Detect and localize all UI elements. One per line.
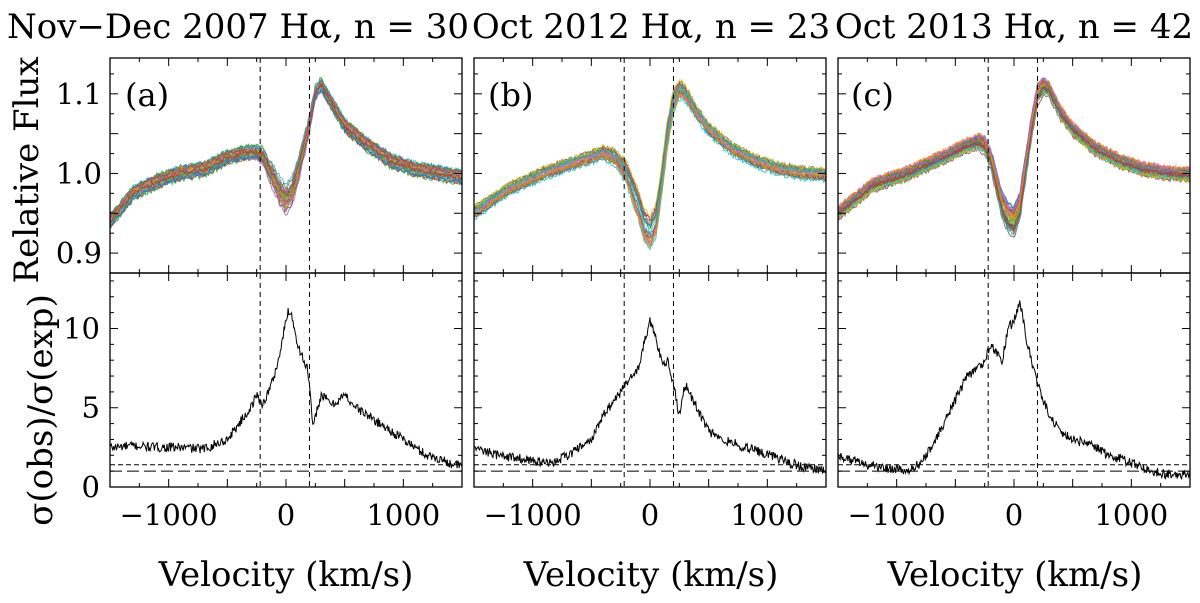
- spectrum-line: [473, 78, 827, 219]
- spectrum-line: [837, 87, 1191, 229]
- x-tick-label: 1000: [1094, 498, 1168, 532]
- x-tick-label: 0: [277, 498, 295, 532]
- panel-b: Oct 2012 Hα, n = 23 (b): [472, 7, 830, 114]
- panel-a: Nov−Dec 2007 Hα, n = 30 (a): [7, 7, 469, 114]
- panel-c: Oct 2013 Hα, n = 42 (c): [835, 7, 1193, 114]
- x-tick-label: 1000: [366, 498, 440, 532]
- x-tick-label: 0: [641, 498, 659, 532]
- spectrum-line: [473, 92, 827, 249]
- spectrum-line: [837, 84, 1191, 231]
- x-axis-label-a: Velocity (km/s): [158, 555, 414, 595]
- spectrum-line: [837, 89, 1191, 226]
- sigma-ratio-line: [109, 308, 463, 469]
- x-tick-label: −1000: [484, 498, 582, 532]
- x-tick-label: 1000: [730, 498, 804, 532]
- panel-b-label: (b): [488, 76, 533, 114]
- bottom-axes-frame: [837, 272, 1191, 488]
- panel-c-plot: −1000 0 1000: [837, 57, 1191, 532]
- y-tick-label: 1.0: [56, 156, 102, 190]
- x-tick-label: −1000: [120, 498, 218, 532]
- x-tick-label: −1000: [848, 498, 946, 532]
- spectrum-line: [109, 88, 463, 227]
- y-tick-label: 0.9: [56, 236, 102, 270]
- y-tick-label: 1.1: [56, 77, 102, 111]
- plot-area: −1000 0 1000 0.9 1.0 1.1 0 5 10 −1000 0 1000 −1000 0 1…: [56, 57, 1191, 532]
- panel-c-label: (c): [851, 76, 894, 114]
- panel-c-title: Oct 2013 Hα, n = 42: [835, 7, 1193, 47]
- spectrum-line: [109, 81, 463, 218]
- spectrum-line: [837, 90, 1191, 236]
- panel-b-title: Oct 2012 Hα, n = 23: [472, 7, 830, 47]
- spectrum-line: [473, 87, 827, 237]
- y-tick-label: 5: [82, 391, 100, 425]
- panel-a-label: (a): [125, 76, 169, 114]
- y-axis-label-bottom: σ(obs)/σ(exp): [21, 294, 61, 526]
- sigma-ratio-line: [837, 300, 1191, 480]
- panel-b-plot: −1000 0 1000: [473, 57, 827, 532]
- spectrum-line: [109, 82, 463, 218]
- panel-a-title: Nov−Dec 2007 Hα, n = 30: [7, 7, 469, 47]
- sigma-ratio-line: [473, 317, 827, 474]
- bottom-axes-frame: [109, 272, 463, 488]
- y-axis-label-top: Relative Flux: [7, 56, 47, 283]
- y-tick-label: 0: [82, 470, 100, 504]
- x-axis-label-c: Velocity (km/s): [887, 555, 1143, 595]
- x-axis-label-b: Velocity (km/s): [523, 555, 779, 595]
- x-tick-label: 0: [1005, 498, 1023, 532]
- y-tick-label: 10: [63, 311, 100, 345]
- panel-a-plot: −1000 0 1000 0.9 1.0 1.1 0 5 10: [56, 57, 463, 532]
